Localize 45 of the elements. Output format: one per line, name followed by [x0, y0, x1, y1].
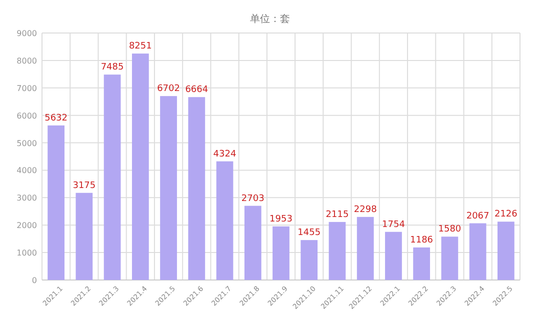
bar: [188, 97, 206, 280]
data-label: 2126: [494, 210, 518, 220]
y-tick-label: 8000: [16, 56, 37, 66]
chart-subtitle: 单位：套: [250, 13, 290, 25]
data-label: 2703: [241, 194, 264, 204]
bar: [244, 206, 262, 280]
data-label: 8251: [128, 42, 152, 52]
data-label: 6664: [185, 85, 208, 96]
bar: [441, 236, 458, 280]
bar: [413, 247, 430, 280]
y-tick-label: 3000: [16, 194, 37, 203]
bar: [76, 192, 93, 280]
data-label: 1580: [438, 224, 462, 235]
bar: [328, 222, 346, 280]
bar: [272, 226, 290, 280]
y-tick-label: 9000: [16, 29, 37, 38]
y-tick-label: 1000: [16, 248, 37, 258]
data-label: 2115: [326, 210, 349, 220]
data-label: 1754: [382, 220, 406, 230]
bar: [132, 54, 149, 280]
bar: [216, 161, 234, 280]
data-label: 2067: [466, 211, 490, 222]
y-tick-label: 7000: [16, 84, 37, 93]
y-tick-label: 2000: [16, 221, 37, 230]
data-label: 7485: [100, 62, 124, 73]
y-tick-label: 5000: [16, 138, 37, 148]
bar: [300, 240, 318, 280]
data-label: 1455: [298, 228, 321, 238]
bar: [48, 125, 64, 280]
data-label: 1186: [410, 235, 434, 246]
bar: [104, 74, 121, 280]
y-tick-label: 4000: [16, 166, 37, 176]
bar: [160, 96, 177, 280]
data-label: 4324: [213, 149, 236, 160]
y-tick-label: 0: [32, 276, 37, 285]
bar: [469, 223, 486, 280]
data-label: 6702: [157, 84, 180, 94]
data-label: 3175: [72, 180, 96, 191]
data-label: 5632: [44, 113, 68, 124]
bar: [385, 232, 402, 280]
data-label: 2298: [354, 204, 378, 215]
y-tick-label: 6000: [16, 111, 37, 120]
bar: [356, 216, 374, 280]
bar: [498, 222, 514, 280]
data-label: 1953: [270, 214, 292, 224]
